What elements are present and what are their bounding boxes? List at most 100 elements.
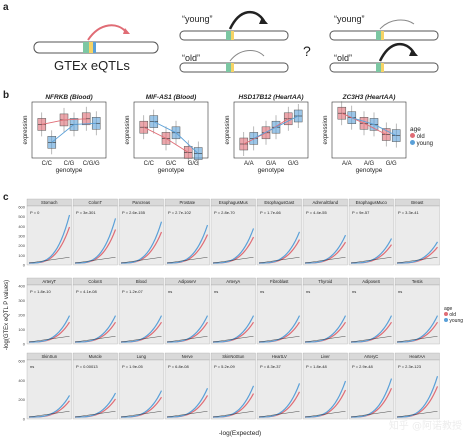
panel-c-diagonal (28, 257, 70, 264)
panel-b-label: b (3, 90, 10, 101)
panel-c-tile-plot (394, 205, 440, 266)
panel-b-plot-2: MIF-AS1 (Blood) expression C/C G/C G/Ggenoty… (125, 94, 209, 174)
panel-c-tile-name: AdiposeV (178, 279, 196, 284)
panel-c-pvalue: P = 2.8e-70 (214, 210, 235, 215)
panel-c-diagonal (120, 257, 162, 264)
panel-c-ytick: 300 (18, 298, 25, 303)
panel-c-pvalue: P = 1.8e-48 (306, 364, 327, 369)
panel-c-tile-name: ArteryA (226, 279, 240, 284)
panel-c-tile-name: ArteryC (364, 354, 378, 359)
panel-c-diagonal (258, 411, 300, 418)
panel-c-diagonal (166, 336, 208, 343)
panel-c-pvalue: ns (398, 289, 402, 294)
panel-c-tile-plot (348, 205, 394, 266)
panel-c-pvalue: P = 1.2e-07 (122, 289, 143, 294)
panel-c-tile-name: Breast (411, 200, 424, 205)
panel-b-legend: age old young (410, 126, 433, 147)
panel-c-tile-name: HeartAA (409, 354, 425, 359)
panel-c-diagonal (166, 257, 208, 264)
panel-a (0, 0, 468, 90)
panel-c-tile-name: SkinSun (41, 354, 57, 359)
panel-c-pvalue: ns (168, 289, 172, 294)
panel-c-diagonal (74, 411, 116, 418)
panel-c-tile: Prostate P = 2.7e-102 (164, 198, 210, 266)
panel-c-curve-young (304, 380, 347, 418)
panel-b-xlabel: genotype (258, 167, 285, 174)
panel-c-tile-plot (348, 359, 394, 420)
panel-c-pvalue: P = 1.8e-10 (30, 289, 51, 294)
panel-c-tile-name: EsophagusMuco (356, 200, 388, 205)
panel-c-tile: Pancreas P = 2.6e-155 (118, 198, 164, 266)
panel-c-tile: AdrenalGland P = 4.4e-55 (302, 198, 348, 266)
panel-c-tile-name: AdiposeS (362, 279, 380, 284)
panel-c-tile: Blood P = 1.2e-07 (118, 277, 164, 345)
panel-c-tile: ArteryC P = 2.9e-48 (348, 352, 394, 420)
panel-c-diagonal (212, 257, 254, 264)
panel-c-legend-old-label: old (449, 312, 457, 318)
panel-c-pvalue: P = 0.00013 (76, 364, 98, 369)
panel-c-pvalue: P = 4.4e-55 (306, 210, 327, 215)
panel-c-tile-name: Thyroid (318, 279, 333, 284)
panel-c-ytick: 300 (18, 234, 25, 239)
panel-c-tile-name: Stomach (41, 200, 58, 205)
panel-c-tile: EsophagusGast P = 1.7e-66 (256, 198, 302, 266)
panel-c-tile-name: Nerve (182, 354, 194, 359)
panel-c-pvalue: ns (352, 289, 356, 294)
panel-c-tile-plot (72, 359, 118, 420)
panel-c-diagonal (212, 411, 254, 418)
panel-b-plot-title: HSD17B12 (HeartAA) (238, 94, 303, 101)
panel-c-ytick: 200 (18, 313, 25, 318)
panel-c-tile-name: Liver (321, 354, 331, 359)
panel-c-curve-young (258, 231, 301, 264)
panel-c-tile: SkinNotSun P = 5.2e-09 (210, 352, 256, 420)
panel-c-tile-plot (210, 284, 256, 345)
panel-c-tile-name: Prostate (179, 200, 195, 205)
panel-b-tick-label: G/G (188, 161, 199, 167)
panel-b-trend-young (51, 122, 97, 143)
panel-b-tick-label: G/G (288, 161, 299, 167)
panel-c-tile: Fibroblast ns (256, 277, 302, 345)
panel-c-diagonal (396, 411, 438, 418)
panel-b-legend-young: young (410, 140, 433, 147)
panel-b-plot-1: NFRKB (Blood) expression C/C C/G C/G/Ggenoty… (23, 94, 107, 174)
panel-c-curve-young (212, 228, 255, 264)
panel-c-legend-title: age (444, 306, 453, 312)
panel-c-pvalue: P = 2.6e-155 (122, 210, 146, 215)
old-label-right: “old” (334, 53, 353, 63)
panel-c-diagonal (258, 257, 300, 264)
panel-c-tile-plot (394, 284, 440, 345)
panel-c-ytick: 0 (23, 342, 26, 347)
panel-c-tile-name: Blood (136, 279, 147, 284)
panel-c-tile-name: ArteryT (42, 279, 56, 284)
panel-b-trend-old (143, 126, 189, 153)
panel-c-diagonal (120, 411, 162, 418)
panel-b-legend-young-label: young (416, 141, 434, 147)
panel-b-tick-label: C/C (42, 161, 53, 167)
watermark: 知乎 @阿诺教授 (388, 421, 462, 432)
panel-c-curve-young (350, 238, 393, 264)
panel-b-tick-label: A/A (342, 161, 352, 167)
panel-b-plot-4: ZC3H3 (HeartAA) expression A/A A/G G/Ggenoty… (323, 94, 407, 174)
panel-c-tile-name: HeartLV (272, 354, 287, 359)
panel-c-tile-plot (256, 205, 302, 266)
panel-c-diagonal (166, 411, 208, 418)
panel-c-legend-old: old (444, 312, 463, 318)
panel-b-tick-label: A/G (364, 161, 375, 167)
panel-a-label: a (3, 2, 9, 13)
panel-c-tile-plot (394, 359, 440, 420)
panel-c-legend-young: young (444, 318, 463, 324)
panel-c-curve-young (74, 218, 117, 264)
panel-c-tile-name: Testis (412, 279, 423, 284)
panel-c-diagonal (396, 336, 438, 343)
panel-c-legend-young-label: young (449, 318, 464, 324)
panel-c-tile-plot (118, 359, 164, 420)
panel-c-pvalue: P = 6.8e-08 (168, 364, 189, 369)
panel-b-tick-label: C/G/G (83, 161, 100, 167)
panel-c-tile-plot (302, 359, 348, 420)
panel-c-tile-plot (348, 284, 394, 345)
panel-b-xlabel: genotype (356, 167, 383, 174)
panel-c: -log(GTEx eQTL P values) -log(Expected) 60… (0, 195, 468, 438)
panel-c-tile-name: Pancreas (132, 200, 150, 205)
panel-b-plot-3: HSD17B12 (HeartAA) expression A/A G/A G/Ggen… (225, 94, 309, 174)
